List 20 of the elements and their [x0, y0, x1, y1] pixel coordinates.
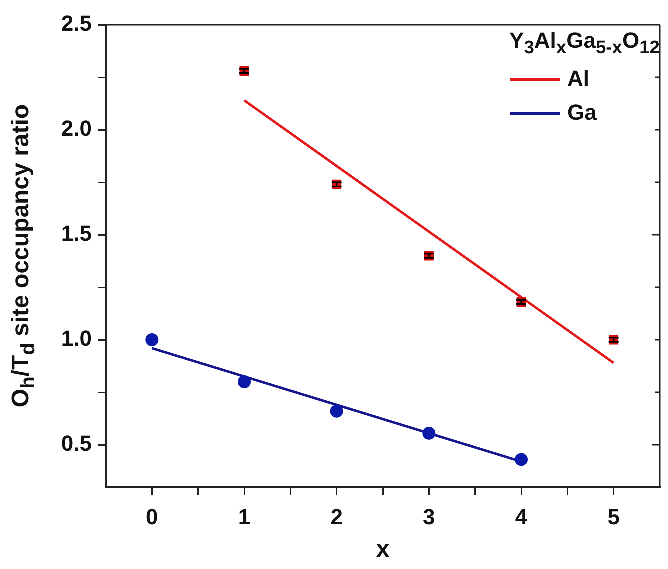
legend-title: Y$_{3}$Al$_{x}$Ga$_{5-x}$O$_{12}$: [510, 28, 660, 58]
point: [515, 453, 528, 466]
x-tick-label: 4: [515, 504, 528, 530]
y-tick-label: 1.5: [61, 221, 92, 246]
x-tick-label: 5: [608, 504, 620, 530]
x-tick-label: 1: [238, 504, 251, 530]
y-tick-label: 1.0: [61, 326, 92, 352]
x-tick-label: 0: [146, 504, 158, 530]
x-tick-label: 2: [330, 504, 343, 530]
y-tick-label: 0.5: [61, 431, 92, 456]
point: [238, 376, 251, 388]
point: [330, 404, 344, 418]
point: [422, 426, 436, 440]
legend-label: Al: [568, 66, 590, 92]
x-axis-title: x: [376, 536, 390, 564]
y-tick-label: 2.5: [61, 11, 92, 36]
legend-label: Ga: [568, 100, 597, 126]
point: [146, 334, 159, 346]
x-tick-label: 3: [423, 504, 436, 530]
y-tick-label: 2.0: [61, 116, 92, 142]
